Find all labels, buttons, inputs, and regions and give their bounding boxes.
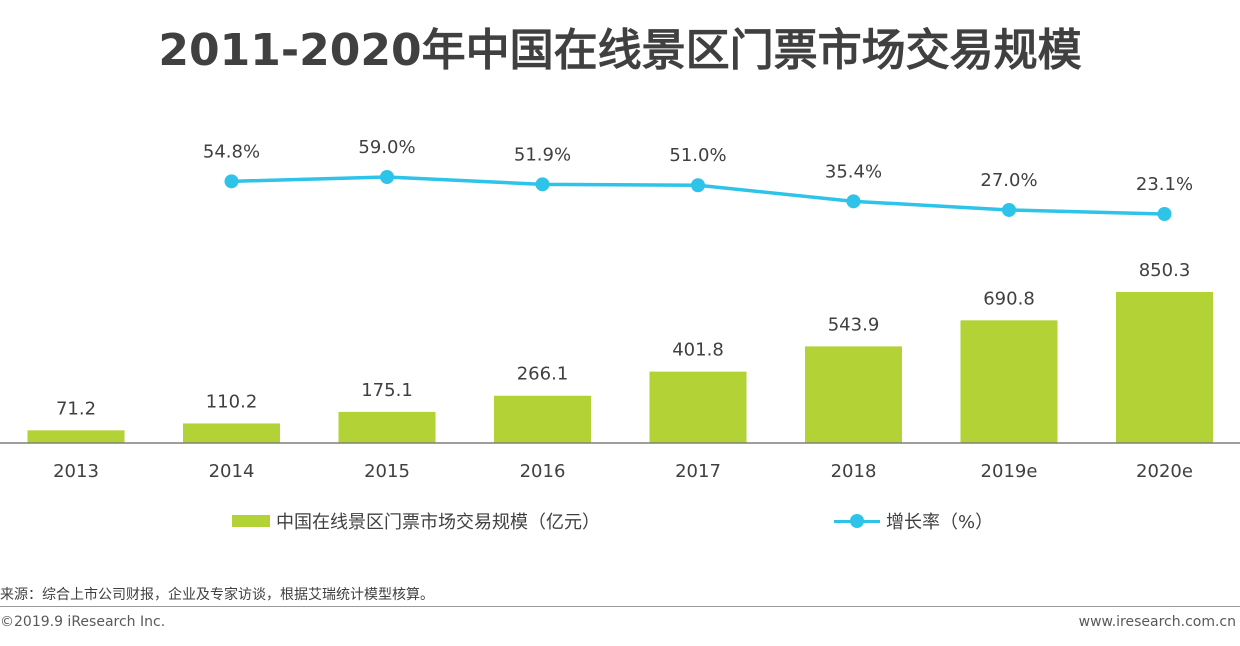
website-link[interactable]: www.iresearch.com.cn	[1078, 614, 1236, 630]
growth-point-2020e	[1157, 207, 1172, 221]
growth-point-2014	[224, 174, 239, 189]
growth-label-2015: 59.0%	[358, 137, 415, 158]
footer-divider	[0, 606, 1240, 607]
bar-2019e	[960, 320, 1058, 443]
growth-point-2016	[535, 177, 550, 192]
growth-label-2016: 51.9%	[514, 144, 571, 165]
bar-2014	[183, 423, 280, 443]
legend-bar-swatch	[232, 515, 270, 527]
legend-bar-series: 中国在线景区门票市场交易规模（亿元）	[232, 508, 600, 534]
x-tick-2013: 2013	[53, 461, 99, 482]
growth-label-2019e: 27.0%	[980, 170, 1037, 191]
bar-value-label-2013: 71.2	[56, 398, 96, 419]
bar-value-label-2019e: 690.8	[983, 288, 1035, 309]
bar-value-label-2016: 266.1	[517, 364, 569, 385]
bar-value-label-2018: 543.9	[828, 314, 880, 335]
growth-point-2017	[691, 178, 705, 193]
bar-value-label-2014: 110.2	[206, 391, 258, 412]
bar-2017	[649, 371, 747, 443]
bar-2015	[338, 411, 436, 443]
bar-2013	[27, 430, 125, 443]
growth-point-2018	[846, 194, 861, 209]
source-note: 来源：综合上市公司财报，企业及专家访谈，根据艾瑞统计模型核算。	[0, 587, 434, 603]
x-tick-2016: 2016	[520, 461, 566, 482]
bar-2020e	[1116, 292, 1213, 443]
chart-title: 2011-2020年中国在线景区门票市场交易规模	[158, 25, 1082, 76]
growth-label-2017: 51.0%	[669, 145, 726, 166]
combo-chart: 71.2 2013 110.2 2014 175.1 2015 266.1 2016 401.8…	[0, 137, 1240, 482]
bar-value-label-2020e: 850.3	[1139, 260, 1191, 281]
growth-point-2019e	[1002, 202, 1016, 217]
legend-line-label: 增长率（%）	[886, 512, 994, 533]
x-tick-2019e: 2019e	[981, 461, 1038, 482]
bar-value-label-2015: 175.1	[361, 380, 413, 401]
legend-bar-label: 中国在线景区门票市场交易规模（亿元）	[276, 512, 600, 533]
x-tick-2017: 2017	[675, 461, 721, 482]
legend-line-series: 增长率（%）	[834, 508, 993, 534]
legend-line-swatch	[834, 514, 880, 528]
bar-value-label-2017: 401.8	[672, 340, 724, 361]
bar-2016	[494, 395, 591, 443]
growth-label-2014: 54.8%	[203, 141, 260, 162]
growth-label-2018: 35.4%	[825, 161, 882, 182]
copyright: ©2019.9 iResearch Inc.	[0, 614, 166, 630]
x-tick-2015: 2015	[364, 461, 410, 482]
x-tick-2018: 2018	[831, 461, 877, 482]
x-tick-2014: 2014	[209, 461, 255, 482]
growth-label-2020e: 23.1%	[1136, 174, 1193, 195]
bar-2018	[805, 346, 902, 443]
x-tick-2020e: 2020e	[1136, 461, 1193, 482]
growth-point-2015	[380, 170, 394, 184]
